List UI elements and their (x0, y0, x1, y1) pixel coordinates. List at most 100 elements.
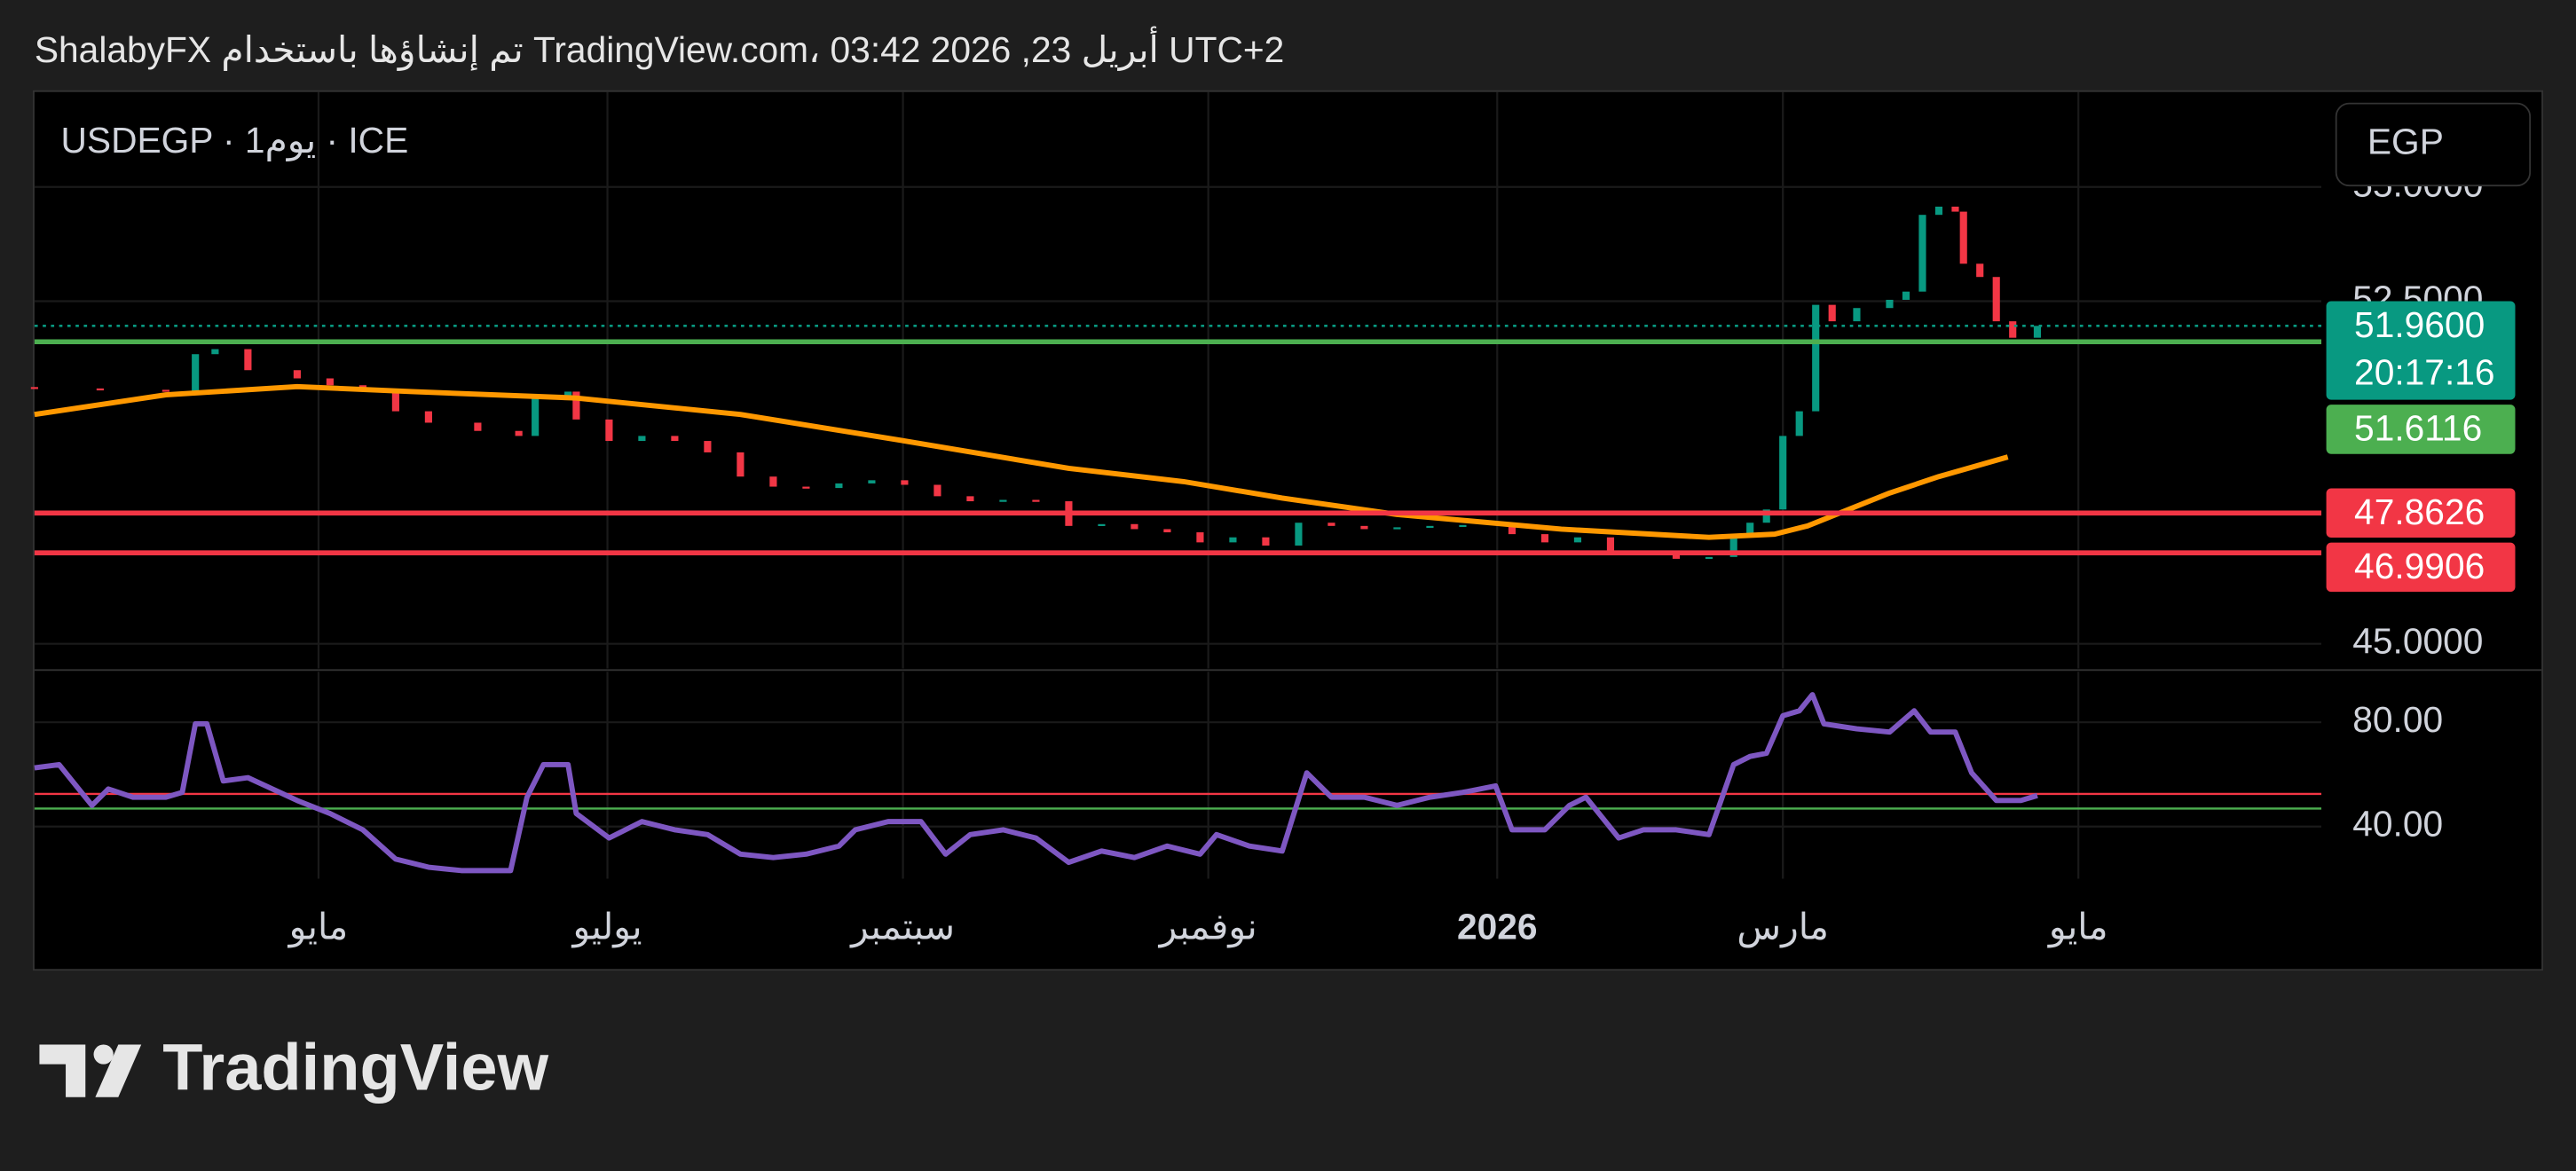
price-badge-label: 46.9906 (2354, 546, 2485, 586)
plot-area (30, 206, 2322, 874)
price-badge: 51.6116 (2326, 405, 2516, 454)
price-badge: 47.8626 (2326, 488, 2516, 538)
candle-body (572, 391, 580, 420)
candle-body (1098, 523, 1106, 527)
candle-body (192, 354, 200, 392)
candle-body (96, 388, 104, 391)
candle-body (934, 484, 941, 497)
candle-body (244, 349, 252, 371)
candle-body (1812, 304, 1820, 412)
price-badge-bg (2326, 542, 2516, 593)
candle-body (802, 486, 810, 489)
candle-body (638, 436, 646, 442)
candle-body (532, 397, 540, 436)
price-badge-bg (2326, 488, 2516, 538)
candle-body (1295, 523, 1303, 546)
price-badge-label: 51.9600 (2354, 304, 2485, 345)
currency-button[interactable]: EGP (2335, 102, 2532, 187)
candle-body (515, 430, 523, 436)
candle-body (30, 387, 38, 389)
logo-icon-bar (39, 1044, 86, 1097)
candle-body (1918, 215, 1926, 292)
logo[interactable]: TradingView (39, 1030, 549, 1104)
logo-icon-slash (95, 1044, 142, 1097)
candle-body (671, 436, 679, 442)
candle-body (211, 349, 219, 355)
candle-body (769, 476, 777, 487)
candle-body (2009, 321, 2017, 338)
moving-average-line (34, 383, 2009, 540)
candle-body (1828, 304, 1836, 322)
candle-body (1959, 211, 1967, 264)
y-tick-label: 40.00 (2352, 803, 2443, 844)
candle-body (1606, 537, 1615, 551)
candle-body (605, 419, 613, 442)
candle-body (1672, 554, 1681, 559)
candle-body (1196, 532, 1204, 543)
candle-body (999, 499, 1007, 502)
y-tick-label: 80.00 (2352, 699, 2443, 740)
candle-body (1573, 537, 1582, 543)
currency-button-label[interactable]: EGP (2367, 122, 2444, 162)
symbol-legend: USDEGP · 1يوم · ICE (61, 120, 409, 161)
x-tick-label: مايو (2047, 907, 2108, 948)
candle-body (1976, 263, 1984, 278)
candle-body (1902, 291, 1910, 300)
price-badge-countdown: 20:17:16 (2354, 352, 2495, 393)
candle-body (1393, 527, 1401, 530)
candle-body (391, 391, 399, 412)
candle-body (1762, 509, 1770, 523)
candle-body (1951, 206, 1959, 212)
candle-body (1032, 499, 1040, 502)
currency-button-bg[interactable] (2335, 102, 2532, 187)
candle-body (1426, 525, 1434, 529)
price-badge-bg (2326, 301, 2516, 400)
candle-body (1360, 525, 1368, 530)
axis-area: 45.000052.500055.000040.0080.00مايويوليو… (288, 164, 2484, 948)
candle-body (424, 411, 432, 423)
candle-body (1130, 523, 1138, 530)
x-tick-label: مارس (1737, 907, 1829, 948)
candle-body (2033, 326, 2042, 338)
candle-body (704, 441, 712, 452)
candle-body (1459, 524, 1467, 528)
candle-body (1886, 299, 1894, 309)
logo-text[interactable]: TradingView (162, 1030, 548, 1104)
candle-body (564, 391, 572, 398)
grid (34, 91, 2322, 879)
price-badge-label: 47.8626 (2354, 491, 2485, 532)
candle-body (1540, 534, 1549, 543)
candle-body (1327, 523, 1335, 526)
indicator-line (34, 692, 2038, 874)
logo-icon-dot (93, 1044, 114, 1065)
price-badge-label: 51.6116 (2354, 408, 2482, 449)
candle-body (1729, 534, 1737, 557)
price-badge: 51.9600 20:17:16 (2326, 301, 2516, 400)
candle-body (1934, 206, 1943, 216)
candle-body (966, 496, 974, 502)
candle-body (1746, 523, 1754, 535)
x-tick-label: سبتمبر (849, 907, 955, 948)
candle-body (326, 378, 334, 386)
candle-body (1992, 277, 2000, 322)
price-badge-bg (2326, 405, 2516, 454)
candle-body (1705, 556, 1713, 560)
candle-body (1163, 529, 1171, 533)
price-badge: 46.9906 (2326, 542, 2516, 593)
x-tick-label: مايو (288, 907, 349, 948)
candle-body (474, 422, 482, 431)
x-tick-label: نوفمبر (1158, 907, 1257, 948)
candle-body (1262, 537, 1270, 546)
y-tick-label: 45.0000 (2352, 620, 2483, 661)
candle-body (1853, 308, 1861, 322)
x-tick-label: 2026 (1457, 907, 1538, 947)
candle-body (737, 452, 744, 477)
candle-body (1508, 523, 1516, 535)
candle-body (1779, 436, 1787, 510)
candle-body (901, 480, 909, 485)
candle-body (1795, 411, 1803, 436)
header-text: ShalabyFX تم إنشاؤها باستخدام TradingVie… (35, 26, 1284, 71)
candle-body (161, 389, 169, 392)
